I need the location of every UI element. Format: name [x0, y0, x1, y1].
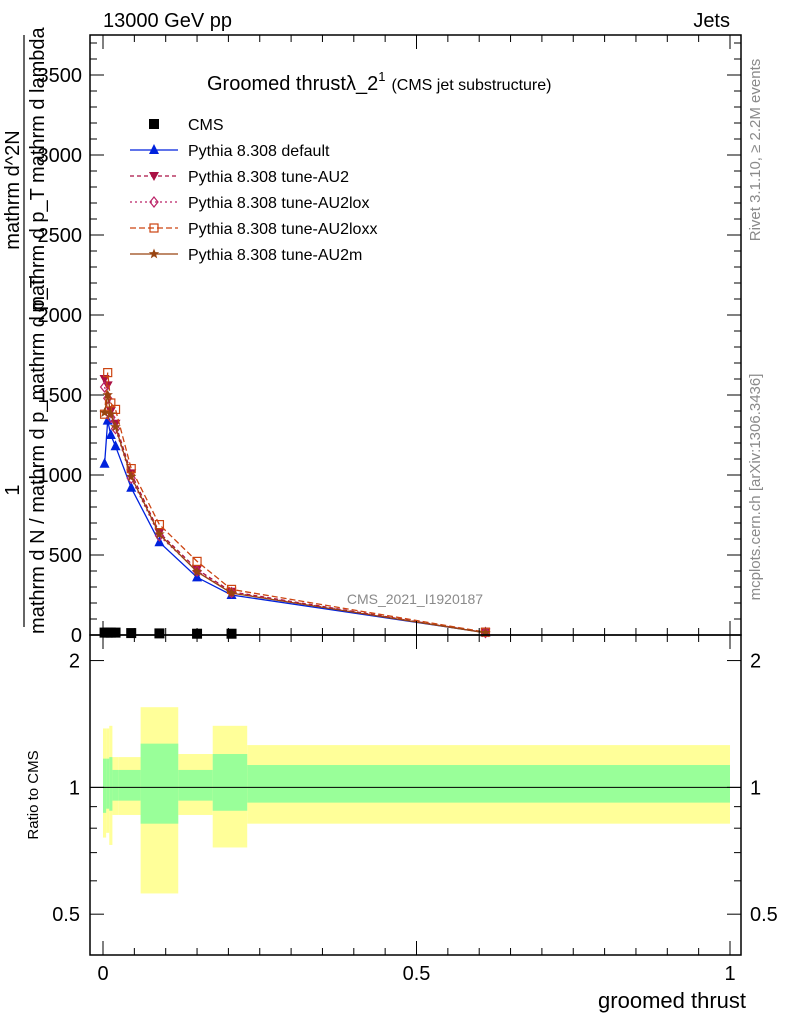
ratio-band-green: [178, 769, 213, 801]
ratio-y-tick-label-right: 1: [750, 777, 761, 799]
ratio-band-green: [140, 743, 179, 824]
ratio-bands: [103, 707, 730, 894]
ratio-y-tick-label: 0.5: [52, 904, 80, 926]
legend-label: Pythia 8.308 tune-AU2loxx: [188, 221, 377, 238]
x-tick-label: 1: [724, 963, 735, 985]
legend-label: CMS: [188, 117, 224, 134]
y-tick-label: 2500: [38, 225, 83, 247]
legend-marker: [149, 172, 159, 181]
data-point: [154, 628, 165, 639]
y-axis-label-main: 1 mathrm d N / mathrm d p_mathrm d p_T m…: [2, 26, 49, 633]
series-0: [99, 627, 237, 639]
chart-title: Groomed thrustλ_21 (CMS jet substructure): [207, 69, 551, 95]
ratio-y-tick-label-right: 2: [750, 651, 761, 673]
header-left: 13000 GeV pp: [103, 10, 232, 32]
data-point: [126, 628, 137, 639]
data-point: [110, 404, 121, 414]
data-point: [126, 471, 137, 481]
data-point: [102, 389, 113, 400]
legend: CMS Pythia 8.308 default Pythia 8.308 tune…: [130, 117, 377, 264]
y-tick-label: 1000: [38, 465, 83, 487]
ratio-band-green: [109, 757, 113, 811]
ratio-band-green: [118, 769, 141, 801]
legend-marker: [149, 223, 159, 233]
legend-marker: [149, 196, 159, 208]
ratio-frame: [89, 634, 742, 956]
rivet-version: Rivet 3.1.10, ≥ 2.2M events: [747, 59, 764, 242]
x-axis-label: groomed thrust: [598, 988, 746, 1013]
main-curves: [99, 368, 491, 639]
x-tick-label: 0.5: [403, 963, 431, 985]
ratio-band-green: [212, 754, 248, 811]
watermark: CMS_2021_I1920187: [347, 591, 483, 607]
data-point: [226, 628, 237, 639]
data-point: [110, 440, 121, 451]
data-point: [154, 528, 165, 539]
y-tick-label: 1500: [38, 385, 83, 407]
legend-label: Pythia 8.308 tune-AU2lox: [188, 195, 369, 212]
chart-title-main: Groomed thrustλ_2: [207, 73, 378, 95]
legend-label: Pythia 8.308 tune-AU2m: [188, 247, 362, 264]
data-point: [191, 566, 203, 577]
ylabel-rhs: mathrm d^2N: [2, 130, 24, 249]
legend-marker: [149, 119, 159, 129]
data-point: [99, 457, 110, 468]
data-point: [105, 429, 116, 439]
data-point: [110, 627, 121, 638]
legend-marker: [148, 248, 160, 259]
mcplots-credit: mcplots.cern.ch [arXiv:1306.3436]: [747, 374, 764, 601]
legend-label: Pythia 8.308 default: [188, 143, 330, 160]
ratio-y-tick-label: 2: [69, 651, 80, 673]
ratio-y-tick-label: 1: [69, 777, 80, 799]
y-tick-label: 0: [71, 625, 82, 647]
axis-ticks: [90, 35, 741, 955]
ratio-ylabel: Ratio to CMS: [25, 750, 42, 839]
data-point: [192, 556, 202, 567]
data-point: [110, 421, 121, 432]
data-point: [480, 627, 491, 638]
ratio-band-green: [112, 769, 119, 801]
y-tick-label: 3500: [38, 65, 83, 87]
y-tick-label: 2000: [38, 305, 83, 327]
data-point: [154, 519, 165, 530]
data-point: [126, 481, 137, 492]
chart-title-sup: 1: [378, 69, 385, 84]
ylabel-rhs2: mathrm d p_T mathrm d lambda: [27, 26, 49, 312]
data-point: [226, 587, 237, 598]
data-point: [480, 626, 491, 639]
legend-marker: [149, 144, 159, 154]
chart-title-note: (CMS jet substructure): [391, 77, 551, 94]
data-point: [105, 408, 117, 419]
ratio-band-green: [103, 758, 107, 813]
x-tick-label: 0: [97, 963, 108, 985]
data-point: [103, 368, 113, 378]
ylabel-num: 1: [2, 484, 24, 495]
y-tick-label: 3000: [38, 145, 83, 167]
ylabel-den: mathrm d N / mathrm d p_mathrm d p_T: [27, 276, 49, 634]
y-tick-label: 500: [49, 545, 82, 567]
series-5: [99, 389, 491, 638]
ratio-band-green: [106, 758, 110, 809]
data-point: [99, 407, 110, 417]
ratio-band-green: [247, 765, 730, 803]
ratio-y-tick-label-right: 0.5: [750, 904, 778, 926]
tick-labels: 0 500 1000 1500 2000 2500 3000 3500 0 0.5 1 0.5 0.5 1…: [38, 65, 778, 985]
legend-label: Pythia 8.308 tune-AU2: [188, 169, 349, 186]
header-right: Jets: [693, 10, 730, 32]
